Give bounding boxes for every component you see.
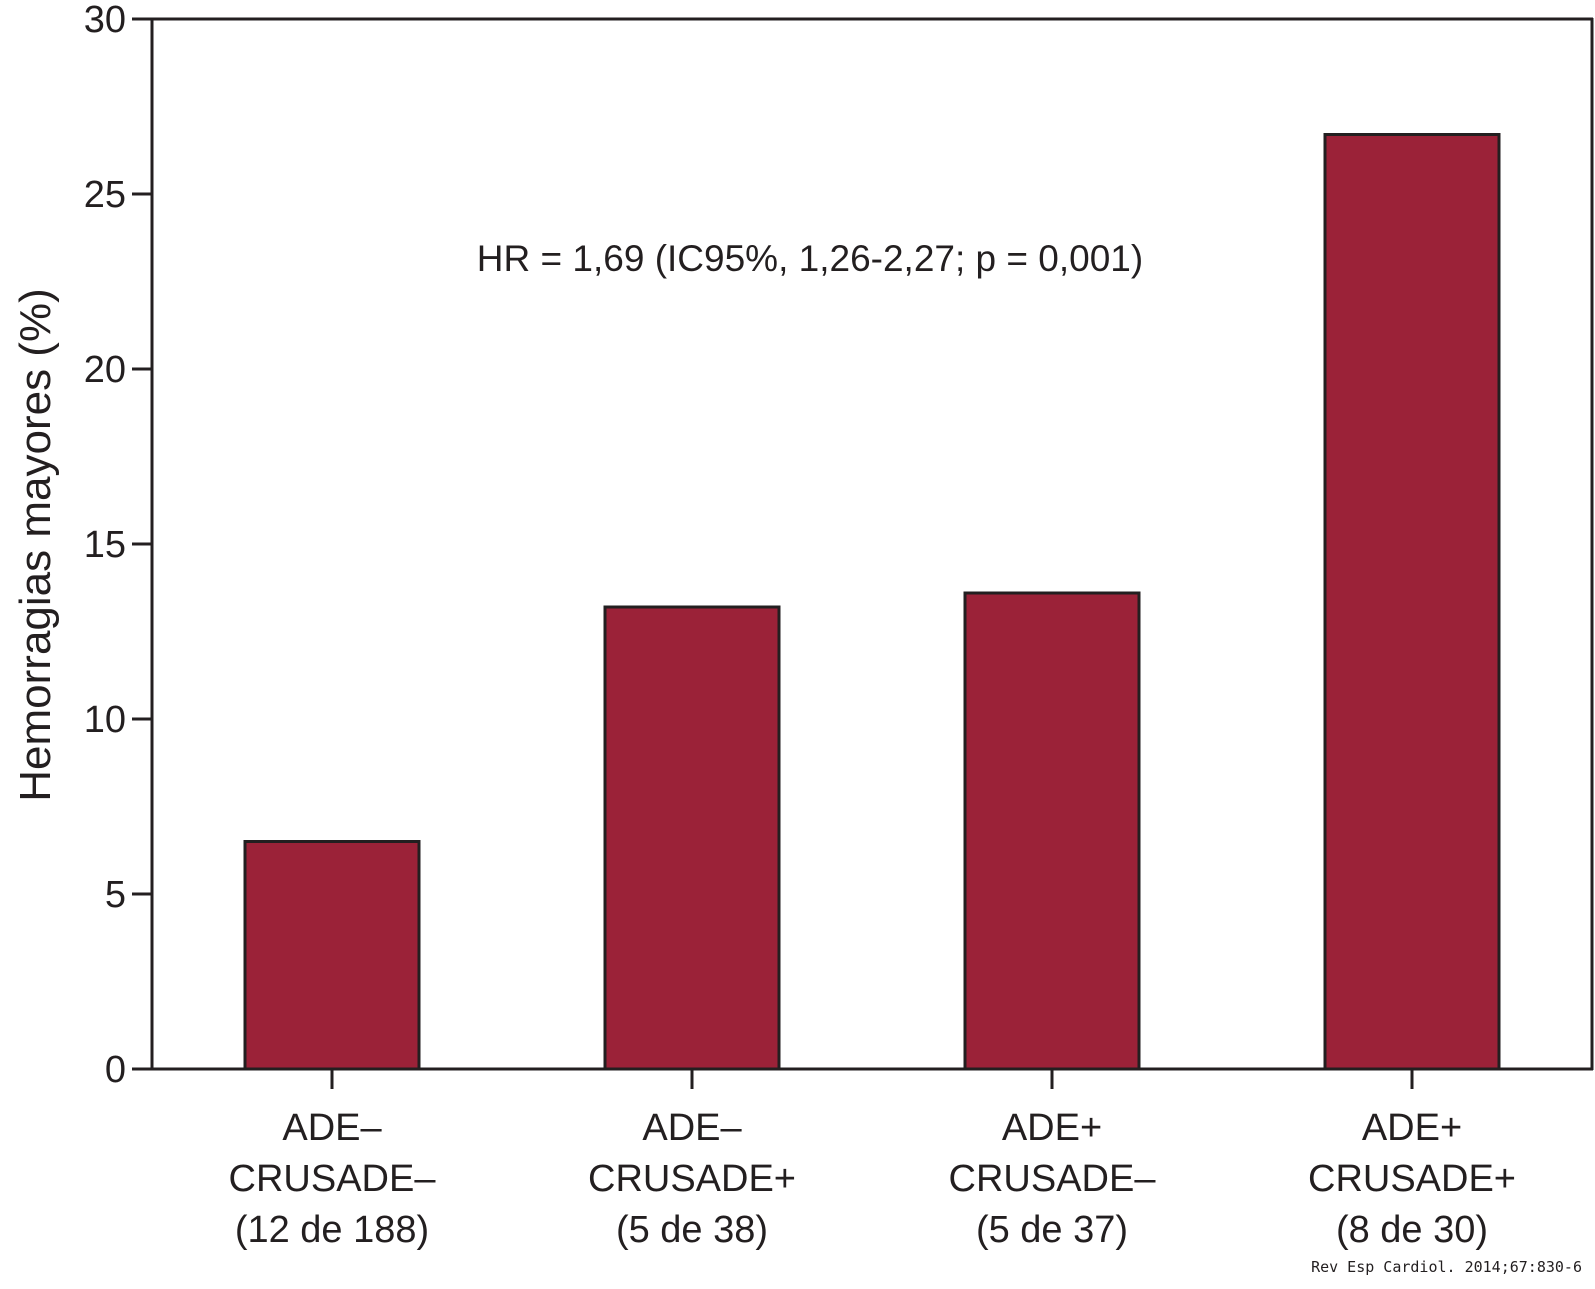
bar-1 <box>243 840 421 1071</box>
x-tick-label-3-line-1: ADE+ <box>1002 1107 1102 1149</box>
x-tick-label-2-line-1: ADE– <box>642 1107 742 1149</box>
source-credit: Rev Esp Cardiol. 2014;67:830-6 <box>1311 1258 1582 1276</box>
y-tick-label-0: 0 <box>105 1049 126 1091</box>
y-tick-label-20: 20 <box>84 349 126 391</box>
x-tick-label-4-line-2: CRUSADE+ <box>1308 1158 1516 1200</box>
y-ticks-layer: 0 5 10 15 20 25 30 <box>84 0 152 1091</box>
y-tick-label-25: 25 <box>84 174 126 216</box>
y-tick-label-30: 30 <box>84 0 126 41</box>
x-tick-label-4-line-1: ADE+ <box>1362 1107 1462 1149</box>
x-tick-label-4-line-3: (8 de 30) <box>1336 1209 1488 1251</box>
x-tick-label-1-line-2: CRUSADE– <box>229 1158 437 1200</box>
x-tick-label-3-line-2: CRUSADE– <box>949 1158 1157 1200</box>
y-tick-label-15: 15 <box>84 524 126 566</box>
hr-annotation: HR = 1,69 (IC95%, 1,26-2,27; p = 0,001) <box>477 238 1143 279</box>
y-tick-label-5: 5 <box>105 874 126 916</box>
x-tick-label-3-line-3: (5 de 37) <box>976 1209 1128 1251</box>
x-tick-label-1-line-1: ADE– <box>282 1107 382 1149</box>
bars-layer <box>243 133 1501 1071</box>
x-tick-label-1-line-3: (12 de 188) <box>235 1209 429 1251</box>
bar-3 <box>963 591 1141 1071</box>
y-tick-label-10: 10 <box>84 699 126 741</box>
x-tick-label-2-line-2: CRUSADE+ <box>588 1158 796 1200</box>
bar-2 <box>603 605 781 1071</box>
y-axis-label: Hemorragias mayores (%) <box>11 288 60 801</box>
x-tick-label-2-line-3: (5 de 38) <box>616 1209 768 1251</box>
x-ticks-layer: ADE– CRUSADE– (12 de 188) ADE– CRUSADE+ (5 de… <box>229 1069 1516 1251</box>
bar-4 <box>1323 133 1501 1071</box>
